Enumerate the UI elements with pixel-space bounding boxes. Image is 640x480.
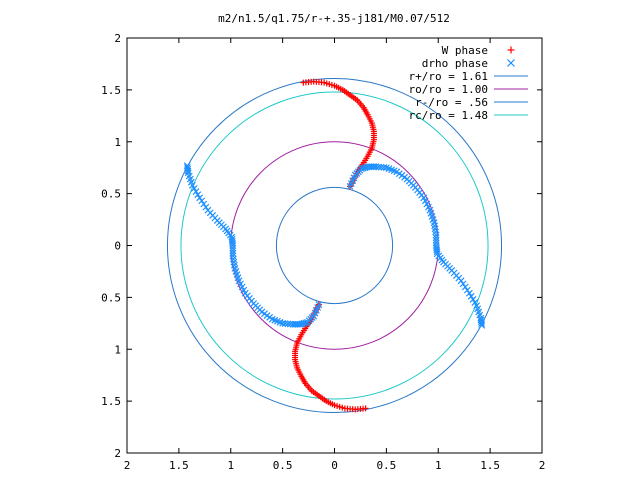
data-point-fill — [467, 292, 475, 300]
y-tick-label: 1.5 — [101, 84, 121, 97]
y-tick-label: 1 — [114, 136, 121, 149]
x-tick-label: 1.5 — [480, 459, 500, 472]
data-point-fill — [380, 164, 388, 171]
y-tick-label: 2 — [114, 32, 121, 45]
data-series — [183, 78, 486, 413]
data-point-fill — [432, 234, 440, 242]
reference-circle-4 — [180, 91, 489, 400]
legend-label: ro/ro = 1.00 — [409, 83, 488, 96]
legend-marker — [507, 59, 515, 67]
y-tick-label: 0.5 — [101, 188, 121, 201]
legend-entry-2: drho phase — [422, 57, 515, 70]
x-tick-label: 0.5 — [273, 459, 293, 472]
y-tick-label: 1 — [114, 343, 121, 356]
data-point-fill — [228, 235, 236, 243]
data-point — [457, 277, 465, 285]
data-point-fill — [459, 280, 467, 288]
data-point-fill — [194, 191, 202, 199]
chart-title: m2/n1.5/q1.75/r-+.35-j181/M0.07/512 — [218, 12, 450, 25]
x-tick-label: 1.5 — [169, 459, 189, 472]
data-point-fill — [471, 299, 479, 306]
data-point — [465, 289, 473, 297]
data-point-fill — [200, 200, 208, 208]
reference-circle-2 — [230, 141, 439, 350]
series-drho-phase — [183, 162, 486, 329]
data-point — [478, 321, 486, 329]
y-tick-label: 0.5 — [101, 291, 121, 304]
data-point-fill — [432, 236, 440, 244]
data-point-fill — [469, 296, 477, 303]
x-tick-label: 1 — [227, 459, 234, 472]
reference-circle-3 — [275, 186, 394, 305]
data-point-fill — [463, 286, 471, 294]
legend-label: rc/ro = 1.48 — [409, 109, 488, 122]
data-point-fill — [190, 185, 198, 192]
series-w-phase — [292, 78, 377, 413]
legend-marker — [507, 46, 515, 54]
y-tick-label: 1.5 — [101, 395, 121, 408]
data-point — [204, 206, 212, 214]
reference-circle-1 — [166, 77, 503, 414]
y-tick-label: 2 — [114, 447, 121, 460]
data-point-fill — [461, 283, 469, 291]
legend-entry-3: r+/ro = 1.61 — [409, 70, 528, 83]
data-point-fill — [202, 203, 210, 211]
data-point-fill — [229, 247, 237, 255]
data-point-fill — [229, 249, 237, 257]
data-point-fill — [281, 320, 289, 327]
x-tick-label: 2 — [124, 459, 131, 472]
x-tick-label: 1 — [435, 459, 442, 472]
data-point-fill — [433, 248, 441, 256]
legend-label: drho phase — [422, 57, 488, 70]
legend-entry-5: r-/ro = .56 — [415, 96, 528, 109]
y-tick-label: 0 — [114, 240, 121, 253]
data-point — [229, 252, 237, 260]
data-point-fill — [184, 164, 191, 171]
legend-entry-6: rc/ro = 1.48 — [409, 109, 528, 122]
legend-entry-4: ro/ro = 1.00 — [409, 83, 528, 96]
legend-label: W phase — [442, 44, 488, 57]
x-tick-label: 2 — [539, 459, 546, 472]
reference-circles — [166, 77, 503, 414]
data-point-fill — [478, 320, 485, 327]
legend-entry-1: W phase — [442, 44, 515, 57]
x-tick-label: 0.5 — [376, 459, 396, 472]
data-point — [196, 194, 204, 202]
x-tick-label: 0 — [331, 459, 338, 472]
data-point-fill — [192, 188, 200, 195]
data-point-fill — [198, 197, 206, 205]
legend-label: r+/ro = 1.61 — [409, 70, 488, 83]
data-point — [183, 162, 191, 170]
data-point — [432, 231, 440, 239]
legend-label: r-/ro = .56 — [415, 96, 488, 109]
